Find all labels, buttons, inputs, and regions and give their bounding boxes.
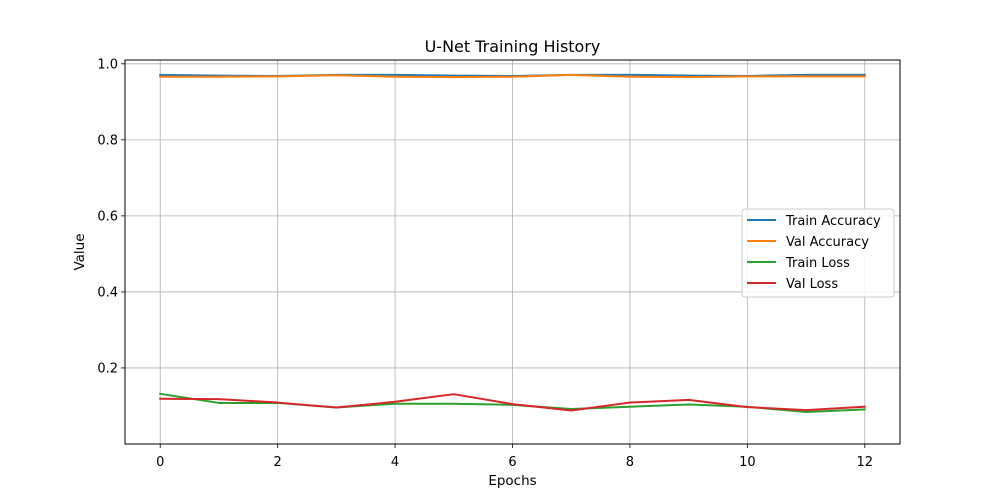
x-tick-label: 10 bbox=[739, 455, 756, 470]
series-lines bbox=[159, 73, 866, 414]
y-tick-label: 1.0 bbox=[97, 57, 118, 72]
legend-label-train-accuracy: Train Accuracy bbox=[785, 214, 881, 229]
legend-label-train-loss: Train Loss bbox=[785, 256, 850, 271]
y-tick-label: 0.2 bbox=[97, 361, 118, 376]
legend-label-val-loss: Val Loss bbox=[786, 277, 838, 292]
legend-label-val-accuracy: Val Accuracy bbox=[786, 235, 869, 250]
y-axis-ticks: 0.2 0.4 0.6 0.8 1.0 bbox=[97, 57, 125, 376]
legend: Train Accuracy Val Accuracy Train Loss Val … bbox=[741, 208, 895, 298]
y-axis-label: Value bbox=[72, 233, 88, 270]
val-loss-line bbox=[159, 393, 866, 412]
x-tick-label: 12 bbox=[856, 455, 873, 470]
legend-box bbox=[741, 208, 895, 298]
x-tick-label: 2 bbox=[274, 455, 282, 470]
x-axis-label: Epochs bbox=[488, 473, 536, 489]
y-tick-label: 0.4 bbox=[97, 285, 118, 300]
y-tick-label: 0.6 bbox=[97, 209, 118, 224]
x-axis-ticks: 0 2 4 6 8 10 12 bbox=[156, 444, 873, 470]
chart-title: U-Net Training History bbox=[425, 37, 601, 56]
y-tick-label: 0.8 bbox=[97, 133, 118, 148]
x-tick-label: 4 bbox=[391, 455, 399, 470]
val-accuracy-line bbox=[159, 73, 866, 79]
x-tick-label: 8 bbox=[626, 455, 634, 470]
x-tick-label: 0 bbox=[156, 455, 164, 470]
x-tick-label: 6 bbox=[508, 455, 516, 470]
